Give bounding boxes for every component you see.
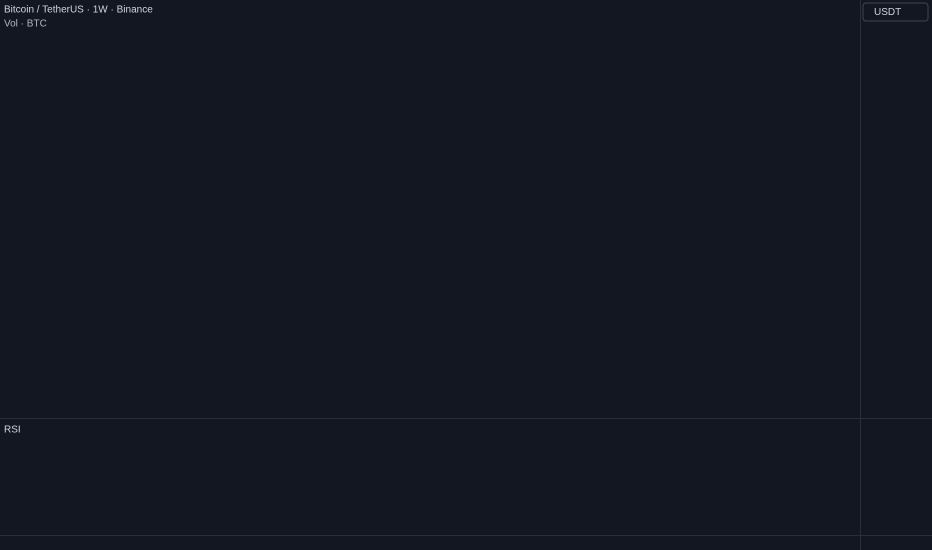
- currency-button[interactable]: [862, 2, 929, 22]
- rsi-legend: RSI: [4, 425, 21, 436]
- volume-legend: Vol · BTC: [4, 19, 47, 30]
- currency-button-label[interactable]: USDT: [874, 7, 901, 18]
- symbol-title: Bitcoin / TetherUS · 1W · Binance: [4, 5, 153, 16]
